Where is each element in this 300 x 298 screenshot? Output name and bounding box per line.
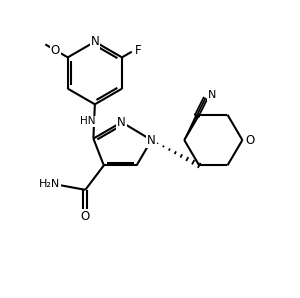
Text: H₂N: H₂N — [39, 179, 60, 189]
Text: HN: HN — [80, 117, 95, 126]
Text: N: N — [117, 116, 126, 129]
Text: O: O — [51, 44, 60, 57]
Polygon shape — [184, 114, 200, 140]
Text: N: N — [208, 90, 216, 100]
Text: O: O — [81, 210, 90, 223]
Text: N: N — [147, 134, 156, 147]
Text: F: F — [135, 44, 142, 57]
Text: N: N — [91, 35, 99, 48]
Text: O: O — [245, 134, 254, 147]
